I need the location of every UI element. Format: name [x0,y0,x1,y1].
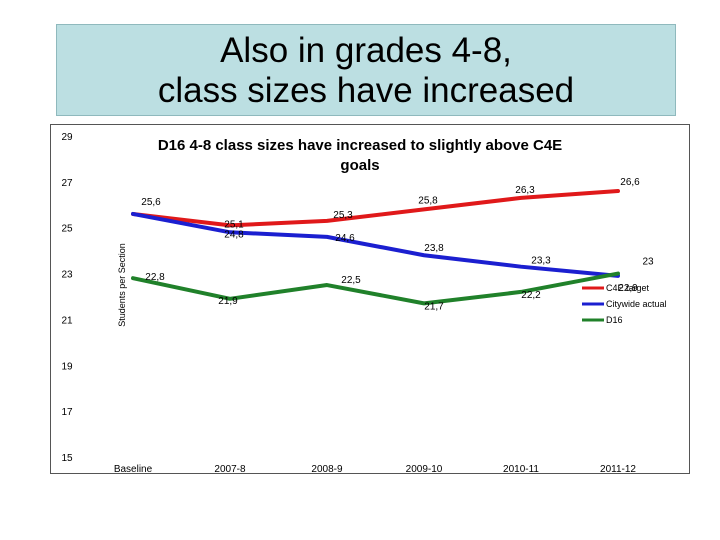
y-tick-label-25: 25 [61,224,73,235]
x-tick-label-2: 2008-9 [311,464,343,475]
y-tick-label-23: 23 [61,270,73,281]
chart-title-line-2: goals [340,157,379,174]
y-tick-label-21: 21 [61,315,73,326]
data-label-2-4: 22,2 [521,290,541,301]
y-tick-label-19: 19 [61,361,73,372]
x-tick-label-5: 2011-12 [600,464,636,475]
data-label-2-3: 21,7 [424,301,444,312]
legend-label-1: Citywide actual [606,299,667,309]
data-label-2-1: 21,9 [218,296,238,307]
data-label-0-0: 25,6 [141,197,161,208]
data-label-2-2: 22,5 [341,275,361,286]
chart-frame [50,124,690,474]
x-tick-label-0: Baseline [114,464,153,475]
y-tick-label-15: 15 [61,453,73,464]
data-label-0-5: 26,6 [620,177,640,188]
slide-title: Also in grades 4-8, class sizes have inc… [56,24,676,116]
series-line-d16 [131,271,620,306]
data-label-1-4: 23,3 [531,256,551,267]
y-tick-label-29: 29 [61,132,73,143]
data-label-0-3: 25,8 [418,195,438,206]
slide-title-line-1: Also in grades 4-8, [220,31,512,70]
data-label-1-5: 22,9 [618,283,638,294]
data-label-2-5: 23 [642,257,654,268]
y-axis-label: Students per Section [117,243,127,327]
x-tick-label-4: 2010-11 [503,464,539,475]
data-label-0-1: 25,1 [224,219,244,230]
legend-label-0: C4E target [606,283,650,293]
data-label-2-0: 22,8 [145,272,165,283]
series-line-c4e-target [131,189,620,228]
x-tick-label-3: 2009-10 [406,464,443,475]
slide-title-line-2: class sizes have increased [157,71,575,110]
x-tick-label-1: 2007-8 [214,464,246,475]
data-label-1-2: 24,6 [335,233,355,244]
data-label-1-3: 23,8 [424,243,444,254]
data-label-0-4: 26,3 [515,185,535,196]
series-line-citywide-actual [131,211,620,278]
y-tick-label-17: 17 [61,407,73,418]
legend-label-2: D16 [606,315,623,325]
data-label-1-1: 24,8 [224,229,244,240]
y-tick-label-27: 27 [61,178,73,189]
data-label-0-2: 25,3 [333,210,353,221]
chart-title-line-1: D16 4-8 class sizes have increased to sl… [158,137,562,154]
